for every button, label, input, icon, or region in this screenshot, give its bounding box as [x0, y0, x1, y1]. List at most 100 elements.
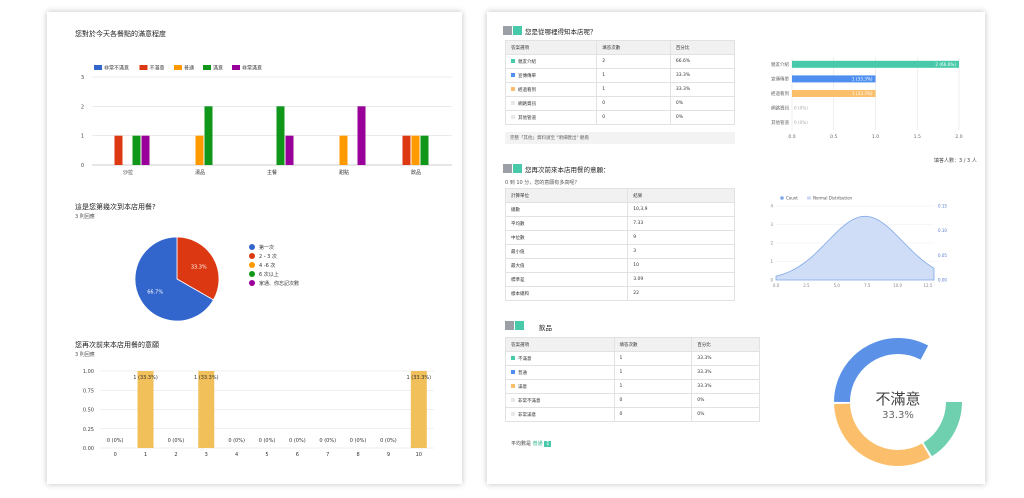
y-tick-label: 0.00 [83, 446, 94, 452]
y-tick-label: 1.00 [83, 369, 94, 375]
col-header: 答案選項 [504, 40, 598, 55]
average-line: 平均數是 普通 1 [511, 440, 552, 447]
cell-text: 非常滿意 [518, 412, 536, 418]
cell-text: 不滿意 [518, 356, 532, 362]
table-cell: 樣本總和 [504, 286, 629, 301]
legend-dot [780, 196, 784, 200]
cell-text: 1 [602, 87, 606, 92]
y-left-tick: 0 [770, 278, 773, 283]
cell-text: 最大值 [511, 263, 525, 269]
table-cell: 0 [613, 393, 693, 408]
table-cell: 66.6% [669, 54, 736, 69]
legend-label: 滿意 [213, 65, 223, 72]
q3-responses: 3 則回應 [75, 352, 95, 358]
bar [276, 106, 285, 165]
data-label: 0 (0%) [168, 438, 185, 444]
bar [792, 60, 959, 68]
data-label: 1 (33.3%) [852, 91, 873, 96]
x-tick-label: 2 [174, 452, 177, 458]
bar [357, 106, 366, 165]
data-label: 0 (0%) [794, 120, 808, 125]
cell-text: 7.33 [633, 221, 644, 226]
table-cell: 經過看到 [504, 82, 598, 97]
table-row: 中位數 9 [504, 230, 735, 245]
question-type-icon [503, 164, 512, 173]
legend-label: 非常不滿意 [104, 65, 129, 72]
col-header: 答案選項 [505, 337, 615, 352]
col-header: 計算單位 [504, 188, 629, 203]
cell-text: 22 [633, 291, 639, 296]
y-left-tick: 2 [770, 241, 773, 246]
question-number-icon [513, 164, 522, 173]
col-header: 百分比 [669, 40, 736, 55]
respondent-count: 填答人數：3 / 3 人 [934, 158, 977, 164]
color-swatch [511, 356, 515, 360]
y-tick-label: 經過看到 [771, 90, 789, 97]
color-swatch [511, 73, 515, 77]
q3-title: 您再次前來本店用餐的意願 [75, 341, 159, 349]
table-cell: 最小值 [504, 244, 629, 259]
table-cell: 親友介紹 [504, 54, 598, 69]
x-tick-label: 3 [205, 452, 208, 458]
y-tick-label: 網路資訊 [771, 105, 789, 112]
table-row: 網路資訊 0 0% [504, 96, 736, 111]
y-tick-label: 0.75 [83, 388, 94, 394]
left-report-panel: 您對於今天各餐點的滿意程度 0 1 2 3 非常不滿意 不滿意 普通 滿意 非常滿意 沙拉 湯品 主餐… [47, 12, 462, 484]
q1-title: 您對於今天各餐點的滿意程度 [75, 30, 166, 38]
x-tick-label: 飲品 [411, 169, 421, 176]
cell-text: 9 [633, 235, 637, 240]
legend-swatch [232, 65, 240, 70]
normal-curve [775, 215, 935, 281]
cell-text: 宣傳傳單 [518, 73, 536, 79]
distribution-area-chart: Count Normal Distribution 0 1 2 3 4 0.00 0.05 0.1… [770, 196, 947, 289]
x-tick-label: 主餐 [267, 169, 277, 176]
table-cell: 0% [691, 393, 760, 408]
table-cell: 0 [596, 110, 671, 125]
table-cell: 0% [669, 110, 736, 125]
table-cell: 33.3% [669, 68, 736, 83]
table-cell: 10,3,9 [627, 202, 735, 217]
legend-dot [249, 244, 255, 250]
cell-text: 0 [619, 398, 623, 403]
donut-segment [834, 338, 962, 466]
bar [114, 135, 123, 165]
table-cell: 7.33 [627, 216, 735, 231]
table-row: 不滿意 1 33.3% [505, 351, 760, 366]
pie-slice [176, 236, 220, 301]
data-label: 1 (33.3%) [852, 76, 873, 81]
bar [402, 135, 411, 165]
table-cell: 3 [627, 244, 735, 259]
data-label: 0 (0%) [350, 438, 367, 444]
legend-label: Count [786, 196, 798, 201]
color-swatch [511, 370, 515, 374]
x-tick-label: 1.5 [914, 134, 921, 140]
table-row: 其他管道 0 0% [504, 110, 736, 125]
cell-text: 標準差 [511, 277, 525, 283]
x-tick-label: 7 [326, 452, 329, 458]
cell-text: 0% [697, 412, 705, 417]
cell-text: 1 [619, 356, 623, 361]
pie-slice [134, 236, 214, 322]
question-number-icon [515, 321, 524, 330]
x-tick-label: 9 [387, 452, 390, 458]
cell-text: 滿意 [518, 384, 527, 390]
data-label: 0 (0%) [228, 438, 245, 444]
table-row: 標準差 3.09 [504, 272, 735, 287]
table-row: 樣本總和 22 [504, 286, 735, 301]
x-tick-label: 12.5 [923, 283, 932, 288]
y-tick-label: 其他管道 [771, 119, 789, 126]
cell-text: 10 [633, 263, 639, 268]
x-tick-label: 8 [356, 452, 359, 458]
x-tick-label: 1 [144, 452, 147, 458]
y-tick-label: 0 [81, 163, 84, 169]
cell-text: 0% [675, 101, 683, 106]
q2-title: 這是您第幾次到本店用餐? [75, 203, 156, 211]
table-cell: 1 [613, 379, 693, 394]
question-number-icon [513, 26, 522, 35]
y-tick-label: 2 [81, 104, 84, 110]
y-right-tick: 0.10 [938, 228, 947, 233]
bar [132, 135, 141, 165]
table-cell: 33.3% [691, 379, 760, 394]
legend-label: 6 次以上 [259, 271, 279, 278]
x-tick-label: 4 [235, 452, 238, 458]
